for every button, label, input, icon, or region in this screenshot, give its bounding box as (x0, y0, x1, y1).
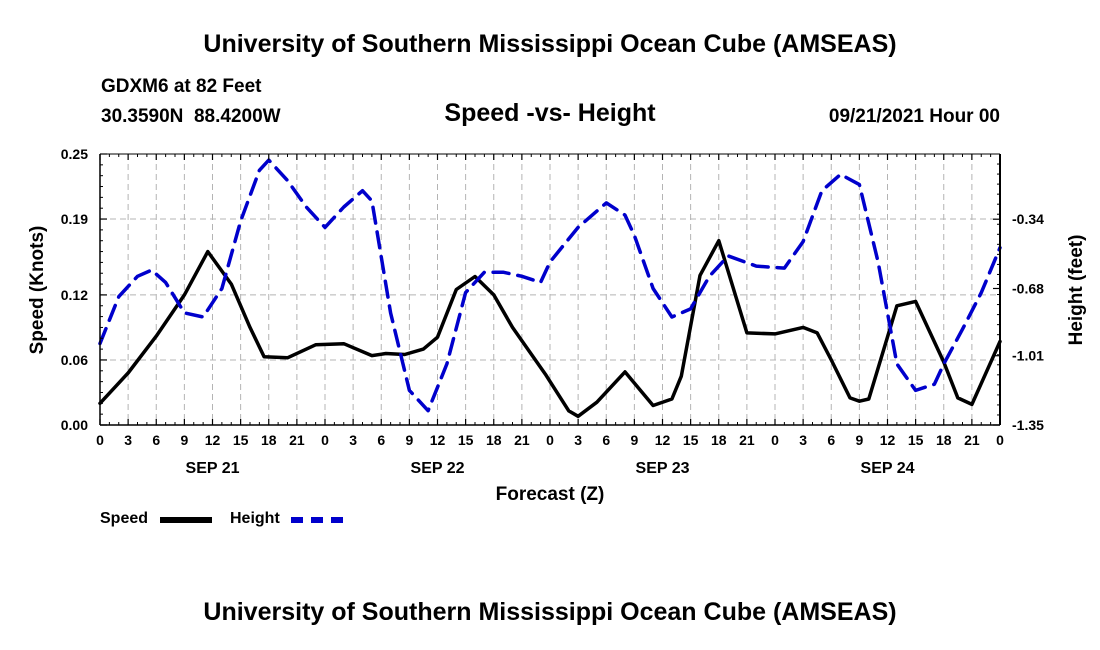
x-tick-label: 21 (964, 432, 980, 448)
date-label: SEP 22 (411, 460, 465, 477)
axes: 0 3 6 9 12 15 18 21 0 3 6 9 12 15 18 21 0 3 6 9 12 15 18 21 0 3 6 9… (61, 146, 1044, 477)
x-tick-label: 12 (880, 432, 896, 448)
x-tick-label: 18 (936, 432, 952, 448)
y2-tick-label: -0.34 (1012, 211, 1044, 227)
station-name: GDXM6 at 82 Feet (101, 76, 262, 97)
x-tick-label: 18 (261, 432, 277, 448)
y-tick-label: 0.12 (61, 287, 88, 303)
x-tick-label: 6 (827, 432, 835, 448)
legend-height-swatch (291, 517, 343, 523)
date-label: SEP 21 (186, 460, 240, 477)
x-tick-label: 15 (908, 432, 924, 448)
x-tick-label: 18 (486, 432, 502, 448)
x-tick-label: 21 (739, 432, 755, 448)
station-coordinates: 30.3590N 88.4200W (101, 106, 281, 127)
series-line-speed (98, 238, 1002, 419)
date-label: SEP 24 (861, 460, 915, 477)
x-tick-label: 21 (289, 432, 305, 448)
chart-title: Speed -vs- Height (444, 99, 656, 127)
date-label: SEP 23 (636, 460, 690, 477)
forecast-datetime: 09/21/2021 Hour 00 (828, 106, 1000, 127)
legend-height-label: Height (230, 510, 280, 527)
y-tick-label: 0.25 (61, 146, 88, 162)
x-tick-label: 9 (180, 432, 188, 448)
x-tick-label: 12 (205, 432, 221, 448)
x-axis-label: Forecast (Z) (496, 484, 605, 505)
x-tick-label: 0 (771, 432, 779, 448)
y-tick-label: 0.06 (61, 352, 88, 368)
y2-tick-label: -0.68 (1012, 280, 1044, 296)
x-tick-label: 3 (349, 432, 357, 448)
page-title: University of Southern Mississippi Ocean… (203, 30, 897, 58)
x-tick-label: 0 (546, 432, 554, 448)
x-tick-label: 18 (711, 432, 727, 448)
x-tick-label: 12 (430, 432, 446, 448)
x-tick-label: 3 (574, 432, 582, 448)
x-tick-label: 9 (630, 432, 638, 448)
x-tick-label: 0 (321, 432, 329, 448)
series-line-height (98, 158, 1002, 413)
x-tick-label: 15 (233, 432, 249, 448)
x-tick-label: 21 (514, 432, 530, 448)
x-tick-label: 6 (602, 432, 610, 448)
y2-tick-label: -1.01 (1012, 348, 1044, 364)
x-tick-label: 15 (683, 432, 699, 448)
footer-title: University of Southern Mississippi Ocean… (203, 598, 897, 626)
x-tick-label: 0 (996, 432, 1004, 448)
y2-tick-label: -1.35 (1012, 417, 1044, 433)
y-tick-label: 0.19 (61, 211, 88, 227)
x-tick-label: 3 (124, 432, 132, 448)
x-tick-label: 15 (458, 432, 474, 448)
y-tick-label: 0.00 (61, 417, 88, 433)
x-tick-label: 3 (799, 432, 807, 448)
x-tick-label: 0 (96, 432, 104, 448)
series-layer (98, 158, 1002, 419)
grid (100, 154, 1000, 425)
x-tick-label: 6 (152, 432, 160, 448)
x-tick-label: 6 (377, 432, 385, 448)
y-axis-label: Speed (Knots) (27, 226, 48, 355)
x-tick-label: 9 (855, 432, 863, 448)
legend-speed-label: Speed (100, 510, 149, 527)
x-tick-label: 9 (405, 432, 413, 448)
y2-axis-label: Height (feet) (1066, 235, 1087, 346)
legend-speed-swatch (160, 517, 212, 523)
x-tick-label: 12 (655, 432, 671, 448)
